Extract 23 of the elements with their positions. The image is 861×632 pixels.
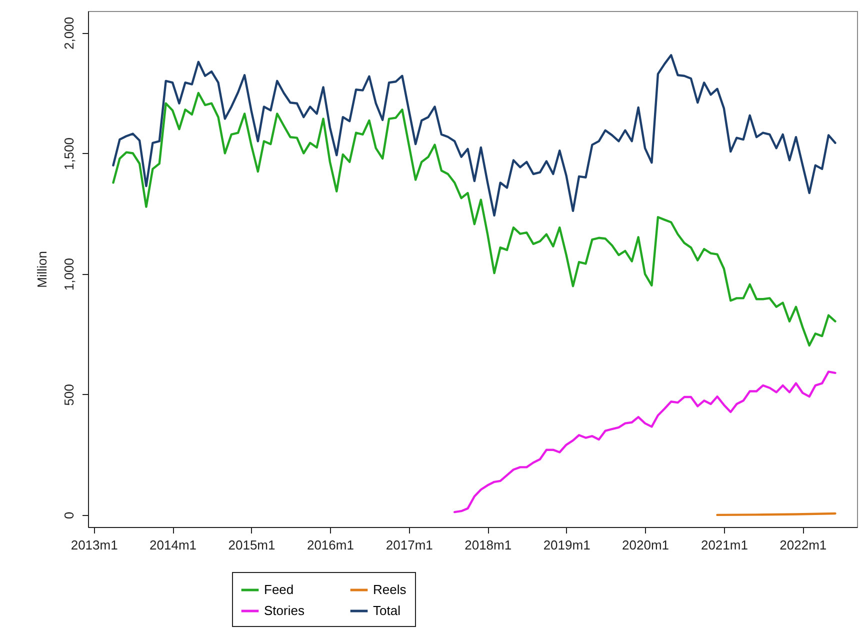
x-tick-label: 2021m1: [700, 538, 748, 552]
legend-label: Total: [373, 603, 401, 618]
x-tick-label: 2019m1: [543, 538, 590, 552]
x-tick-label: 2015m1: [228, 538, 276, 552]
line-series: [112, 54, 836, 217]
x-tick-label: 2016m1: [306, 538, 354, 552]
x-tick-label: 2013m1: [70, 538, 118, 552]
line-series: [112, 92, 836, 347]
x-tick-label: 2020m1: [622, 538, 670, 552]
y-tick-label: 1,500: [62, 137, 76, 170]
y-tick-label: 0: [62, 512, 76, 520]
x-tick-label: 2014m1: [150, 538, 197, 552]
legend-label: Stories: [264, 603, 305, 618]
line-series: [454, 370, 836, 514]
x-tick-label: 2022m1: [780, 538, 827, 552]
y-tick-label: 1,000: [62, 258, 76, 291]
legend-label: Reels: [373, 582, 407, 597]
legend-label: Feed: [264, 582, 294, 597]
y-axis-title: Million: [34, 251, 50, 288]
x-tick-label: 2017m1: [386, 538, 433, 552]
x-tick-label: 2018m1: [464, 538, 512, 552]
y-tick-label: 2,000: [62, 16, 76, 50]
y-tick-label: 500: [62, 384, 76, 406]
